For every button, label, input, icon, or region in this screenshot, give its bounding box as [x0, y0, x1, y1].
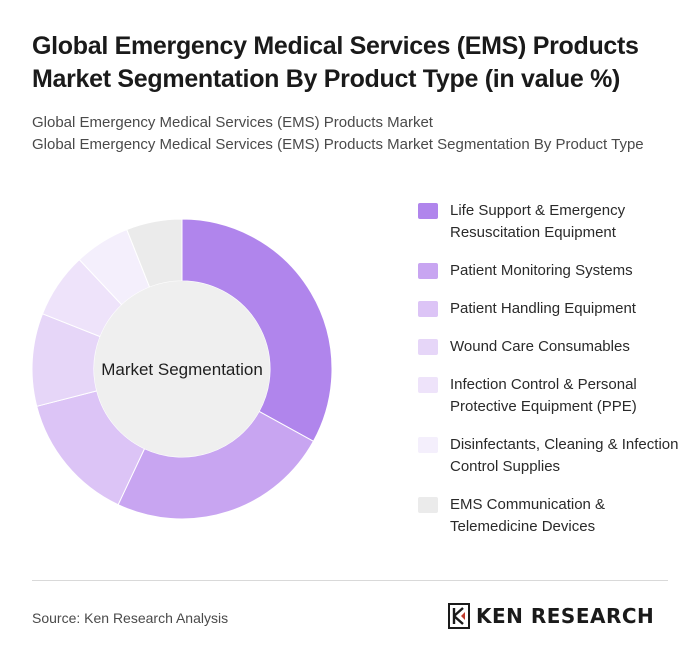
legend-item: Wound Care Consumables — [418, 336, 688, 358]
donut-chart: Market Segmentation — [31, 218, 333, 520]
legend-item: EMS Communication & Telemedicine Devices — [418, 494, 688, 538]
legend-label: Life Support & Emergency Resuscitation E… — [450, 202, 626, 241]
legend-label: EMS Communication & Telemedicine Devices — [450, 496, 606, 535]
legend-label: Wound Care Consumables — [450, 338, 630, 355]
legend-label: Patient Monitoring Systems — [450, 262, 633, 279]
legend-label: Infection Control & Personal Protective … — [450, 376, 637, 415]
subtitle-line-1: Global Emergency Medical Services (EMS) … — [32, 114, 433, 131]
subtitle-line-2: Global Emergency Medical Services (EMS) … — [32, 136, 644, 153]
legend-item: Infection Control & Personal Protective … — [418, 374, 688, 418]
chart-title: Global Emergency Medical Services (EMS) … — [32, 32, 639, 93]
legend-swatch — [418, 339, 438, 355]
footer-divider — [32, 580, 668, 581]
logo-icon — [448, 603, 470, 629]
donut-center — [94, 281, 270, 457]
legend-swatch — [418, 263, 438, 279]
legend-item: Life Support & Emergency Resuscitation E… — [418, 200, 688, 244]
legend-label: Patient Handling Equipment — [450, 300, 636, 317]
legend-swatch — [418, 301, 438, 317]
legend-item: Patient Monitoring Systems — [418, 260, 688, 282]
legend-swatch — [418, 203, 438, 219]
source-note: Source: Ken Research Analysis — [32, 610, 229, 626]
legend-item: Patient Handling Equipment — [418, 298, 688, 320]
legend-label: Disinfectants, Cleaning & Infection Cont… — [450, 436, 679, 475]
legend-swatch — [418, 497, 438, 513]
chart-legend: Life Support & Emergency Resuscitation E… — [418, 200, 688, 554]
legend-swatch — [418, 437, 438, 453]
center-label: Market Segmentation — [101, 360, 263, 379]
legend-item: Disinfectants, Cleaning & Infection Cont… — [418, 434, 688, 478]
logo-text: KEN RESEARCH — [476, 604, 655, 628]
chart-subtitle: Global Emergency Medical Services (EMS) … — [32, 112, 672, 156]
legend-swatch — [418, 377, 438, 393]
ken-research-logo: KEN RESEARCH — [448, 603, 654, 629]
